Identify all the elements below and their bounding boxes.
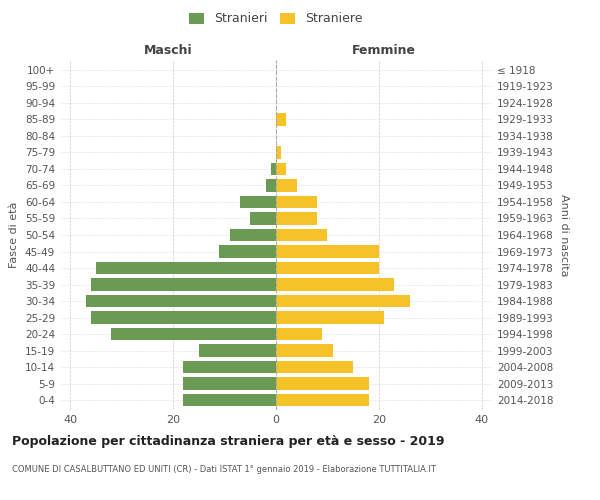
Bar bbox=[96, 262, 276, 274]
Bar bbox=[112, 328, 276, 340]
Text: Maschi: Maschi bbox=[143, 44, 193, 57]
Bar bbox=[184, 361, 276, 374]
Bar bbox=[276, 394, 368, 406]
Bar bbox=[86, 295, 276, 307]
Y-axis label: Fasce di età: Fasce di età bbox=[10, 202, 19, 268]
Bar bbox=[199, 344, 276, 357]
Bar bbox=[276, 378, 368, 390]
Bar bbox=[276, 295, 410, 307]
Bar bbox=[276, 113, 286, 126]
Bar bbox=[91, 278, 276, 290]
Bar bbox=[276, 196, 317, 208]
Bar bbox=[276, 246, 379, 258]
Bar bbox=[271, 163, 276, 175]
Bar bbox=[276, 361, 353, 374]
Bar bbox=[220, 246, 276, 258]
Bar bbox=[266, 180, 276, 192]
Bar bbox=[276, 180, 296, 192]
Bar bbox=[276, 163, 286, 175]
Bar bbox=[91, 312, 276, 324]
Bar bbox=[276, 278, 394, 290]
Bar bbox=[184, 378, 276, 390]
Bar bbox=[250, 212, 276, 224]
Bar bbox=[276, 344, 332, 357]
Bar bbox=[240, 196, 276, 208]
Legend: Stranieri, Straniere: Stranieri, Straniere bbox=[185, 8, 367, 29]
Bar bbox=[276, 262, 379, 274]
Bar bbox=[276, 212, 317, 224]
Bar bbox=[184, 394, 276, 406]
Y-axis label: Anni di nascita: Anni di nascita bbox=[559, 194, 569, 276]
Text: Femmine: Femmine bbox=[352, 44, 416, 57]
Text: COMUNE DI CASALBUTTANO ED UNITI (CR) - Dati ISTAT 1° gennaio 2019 - Elaborazione: COMUNE DI CASALBUTTANO ED UNITI (CR) - D… bbox=[12, 465, 436, 474]
Text: Popolazione per cittadinanza straniera per età e sesso - 2019: Popolazione per cittadinanza straniera p… bbox=[12, 435, 445, 448]
Bar bbox=[276, 146, 281, 158]
Bar bbox=[276, 312, 384, 324]
Bar bbox=[276, 229, 328, 241]
Bar bbox=[276, 328, 322, 340]
Bar bbox=[230, 229, 276, 241]
